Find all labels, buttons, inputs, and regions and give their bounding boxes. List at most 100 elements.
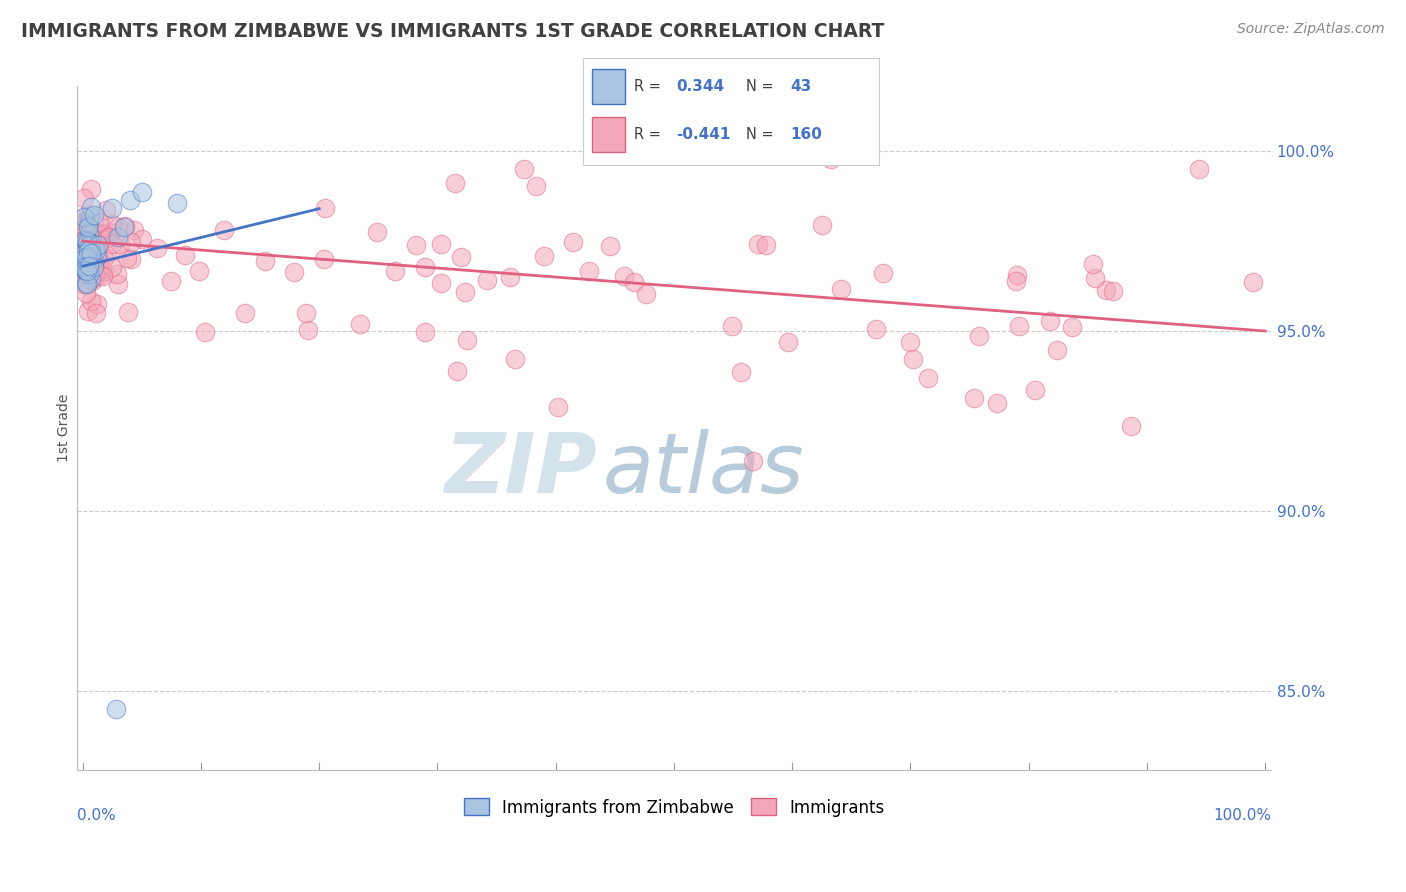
Point — [212, 223, 235, 237]
Point — [73, 210, 96, 224]
Point — [80, 270, 103, 285]
Point — [89, 268, 111, 282]
Point — [77, 250, 100, 264]
Point — [1039, 314, 1062, 328]
Point — [1081, 257, 1104, 271]
Point — [112, 219, 135, 234]
Point — [405, 238, 427, 252]
Point — [456, 333, 478, 347]
Point — [73, 250, 96, 264]
Point — [73, 220, 96, 235]
Point — [83, 263, 105, 277]
Point — [114, 219, 136, 234]
Point — [77, 227, 100, 241]
Point — [297, 323, 319, 337]
Text: ZIP: ZIP — [444, 429, 596, 509]
Point — [77, 215, 100, 229]
Point — [1241, 275, 1264, 289]
Point — [366, 225, 388, 239]
Point — [77, 253, 100, 268]
Point — [86, 297, 108, 311]
Point — [80, 273, 103, 287]
Point — [76, 215, 98, 229]
Point — [963, 391, 986, 405]
Point — [76, 240, 98, 254]
Point — [1005, 268, 1028, 283]
Point — [115, 252, 138, 266]
Point — [120, 252, 142, 266]
Point — [107, 230, 129, 244]
Point — [73, 227, 96, 241]
Point — [73, 260, 96, 275]
Point — [83, 260, 105, 275]
Point — [75, 212, 97, 227]
Bar — [592, 117, 624, 153]
Text: N =: N = — [747, 78, 773, 94]
Point — [76, 237, 98, 252]
Point — [450, 250, 472, 264]
Text: -0.441: -0.441 — [676, 127, 731, 142]
Point — [84, 306, 107, 320]
Point — [721, 319, 744, 334]
Point — [79, 209, 101, 223]
Point — [73, 233, 96, 247]
Point — [73, 216, 96, 230]
Point — [90, 226, 112, 240]
Point — [73, 268, 96, 282]
Point — [93, 263, 115, 277]
Point — [778, 335, 800, 350]
Text: 0.344: 0.344 — [676, 78, 724, 94]
Point — [73, 262, 96, 277]
Point — [86, 253, 108, 268]
Point — [75, 285, 97, 300]
Point — [755, 237, 778, 252]
Point — [898, 334, 921, 349]
Point — [73, 257, 96, 271]
Point — [76, 229, 98, 244]
Point — [454, 285, 477, 300]
Point — [73, 191, 96, 205]
Text: 100.0%: 100.0% — [1213, 807, 1271, 822]
Point — [174, 247, 197, 261]
Point — [166, 195, 188, 210]
Point — [87, 238, 110, 252]
Point — [104, 702, 127, 716]
Point — [430, 237, 453, 252]
Point — [86, 249, 108, 263]
Point — [76, 234, 98, 248]
Point — [77, 276, 100, 290]
Text: 43: 43 — [790, 78, 811, 94]
Point — [73, 210, 96, 224]
Point — [73, 277, 96, 291]
Point — [73, 266, 96, 280]
Point — [82, 249, 104, 263]
Point — [76, 236, 98, 251]
Text: IMMIGRANTS FROM ZIMBABWE VS IMMIGRANTS 1ST GRADE CORRELATION CHART: IMMIGRANTS FROM ZIMBABWE VS IMMIGRANTS 1… — [21, 22, 884, 41]
Point — [73, 260, 96, 274]
Point — [429, 277, 451, 291]
Point — [160, 274, 183, 288]
Point — [80, 200, 103, 214]
Point — [76, 264, 98, 278]
Point — [107, 277, 129, 292]
Point — [77, 220, 100, 235]
Point — [101, 237, 124, 252]
Point — [1102, 284, 1125, 298]
Point — [73, 233, 96, 247]
Point — [1046, 343, 1069, 357]
Point — [1008, 319, 1031, 334]
Point — [1119, 419, 1142, 434]
Point — [89, 237, 111, 252]
Point — [79, 266, 101, 280]
Point — [73, 256, 96, 270]
Point — [82, 245, 104, 260]
Point — [117, 305, 139, 319]
Point — [475, 273, 498, 287]
Point — [80, 235, 103, 250]
Point — [623, 275, 645, 289]
Point — [120, 235, 142, 249]
Point — [97, 229, 120, 244]
Point — [295, 306, 318, 320]
Point — [76, 215, 98, 229]
Point — [79, 267, 101, 281]
